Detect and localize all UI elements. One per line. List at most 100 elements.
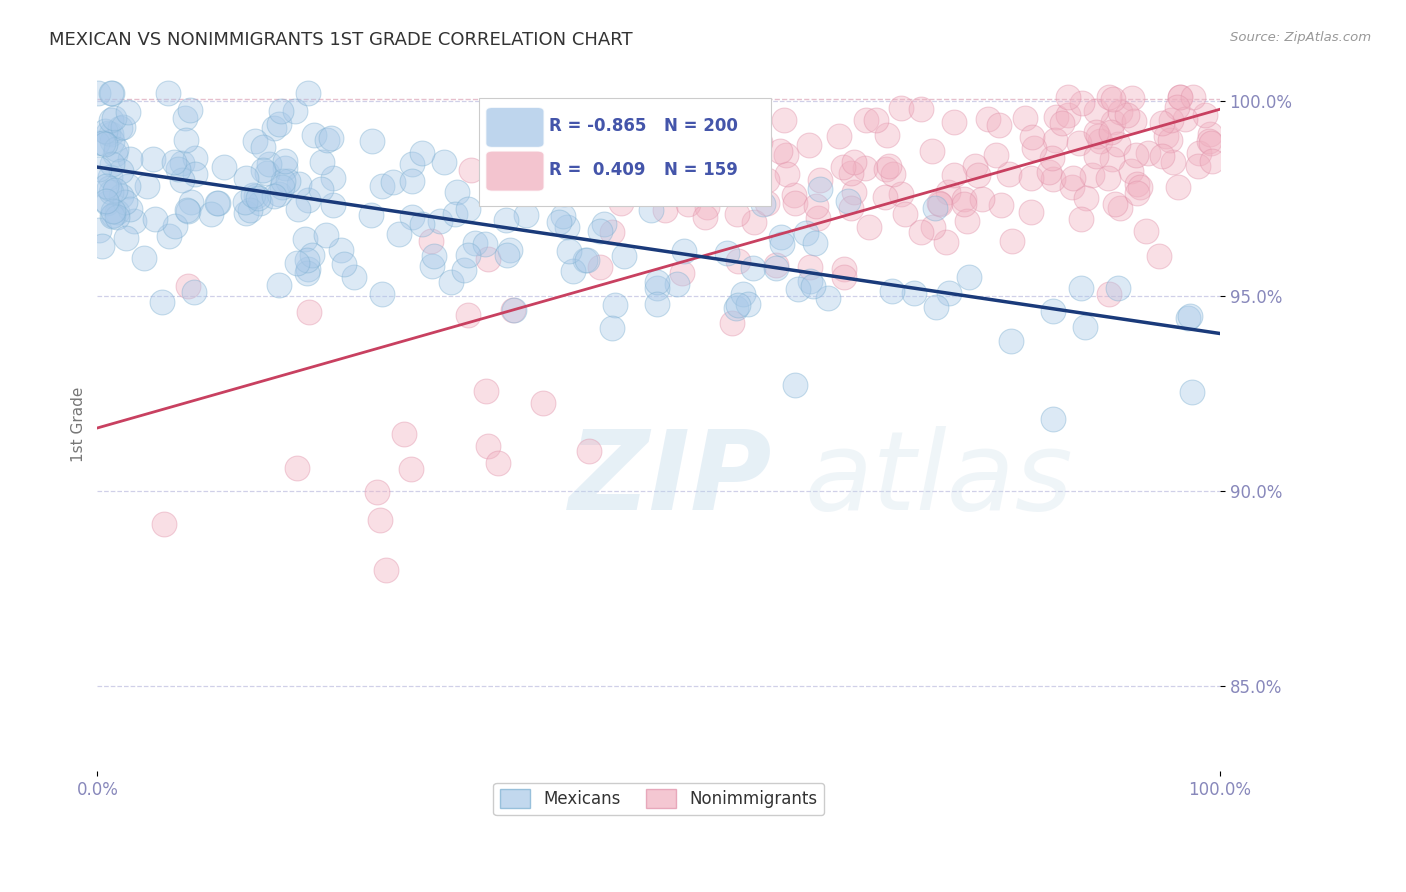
- Point: [553, 187, 575, 202]
- Point: [756, 173, 779, 187]
- Point: [1174, 112, 1197, 126]
- Point: [928, 196, 950, 211]
- Point: [110, 164, 132, 178]
- Point: [1188, 145, 1211, 160]
- Point: [770, 229, 793, 244]
- Point: [392, 426, 415, 441]
- Point: [1119, 164, 1142, 178]
- Point: [716, 246, 738, 260]
- Point: [104, 183, 127, 197]
- Point: [1126, 177, 1149, 191]
- Point: [783, 188, 806, 202]
- Point: [382, 175, 405, 189]
- Point: [100, 112, 122, 127]
- Point: [117, 104, 139, 119]
- Point: [593, 218, 616, 232]
- Point: [1167, 180, 1189, 194]
- Point: [721, 316, 744, 330]
- Point: [865, 112, 887, 127]
- Point: [104, 147, 127, 161]
- Point: [1161, 155, 1184, 169]
- Point: [177, 203, 200, 218]
- Point: [943, 114, 966, 128]
- Point: [671, 266, 693, 280]
- Point: [853, 161, 876, 176]
- Point: [101, 86, 124, 100]
- Y-axis label: 1st Grade: 1st Grade: [72, 387, 86, 462]
- Point: [252, 139, 274, 153]
- Point: [589, 260, 612, 275]
- Point: [928, 196, 950, 211]
- Point: [453, 263, 475, 277]
- Point: [375, 563, 398, 577]
- Point: [696, 200, 718, 214]
- Point: [267, 277, 290, 292]
- Point: [118, 202, 141, 217]
- Point: [200, 207, 222, 221]
- Point: [1001, 234, 1024, 248]
- Text: R =  0.409: R = 0.409: [548, 161, 645, 178]
- Point: [100, 86, 122, 100]
- Point: [1024, 141, 1046, 155]
- Point: [882, 168, 904, 182]
- Point: [205, 196, 228, 211]
- Point: [252, 162, 274, 177]
- Point: [1042, 412, 1064, 426]
- Point: [1088, 134, 1111, 148]
- Point: [808, 182, 831, 196]
- Point: [1099, 125, 1122, 139]
- Point: [799, 274, 821, 288]
- Point: [122, 214, 145, 228]
- Point: [1121, 91, 1143, 105]
- Point: [967, 169, 990, 183]
- Point: [1178, 309, 1201, 323]
- Point: [832, 270, 855, 285]
- Point: [756, 196, 779, 211]
- Point: [1098, 90, 1121, 104]
- Point: [411, 217, 433, 231]
- Point: [600, 321, 623, 335]
- Point: [775, 148, 797, 162]
- Point: [924, 201, 946, 215]
- Point: [876, 128, 898, 143]
- Point: [858, 220, 880, 235]
- Point: [433, 154, 456, 169]
- Point: [1108, 104, 1130, 119]
- Point: [658, 177, 681, 191]
- Point: [844, 154, 866, 169]
- Point: [1135, 223, 1157, 237]
- Point: [332, 257, 354, 271]
- Point: [360, 208, 382, 222]
- Point: [1084, 125, 1107, 139]
- Point: [302, 128, 325, 142]
- Point: [321, 131, 343, 145]
- Point: [207, 195, 229, 210]
- Point: [94, 124, 117, 138]
- Point: [176, 203, 198, 218]
- Point: [439, 275, 461, 289]
- Point: [558, 244, 581, 258]
- Point: [443, 207, 465, 221]
- Point: [1168, 90, 1191, 104]
- Point: [1187, 159, 1209, 173]
- Point: [399, 462, 422, 476]
- Point: [770, 237, 793, 252]
- Point: [804, 199, 827, 213]
- Point: [557, 219, 579, 234]
- Point: [879, 159, 901, 173]
- Point: [100, 128, 122, 142]
- Point: [605, 186, 627, 201]
- Point: [1084, 103, 1107, 118]
- Point: [1123, 113, 1146, 128]
- Point: [423, 249, 446, 263]
- Point: [411, 145, 433, 160]
- Point: [184, 168, 207, 182]
- Point: [1177, 310, 1199, 325]
- Point: [1115, 108, 1137, 122]
- Point: [1101, 92, 1123, 106]
- Point: [1057, 107, 1080, 121]
- Point: [91, 136, 114, 150]
- Point: [582, 131, 605, 145]
- Point: [495, 248, 517, 262]
- Point: [212, 160, 235, 174]
